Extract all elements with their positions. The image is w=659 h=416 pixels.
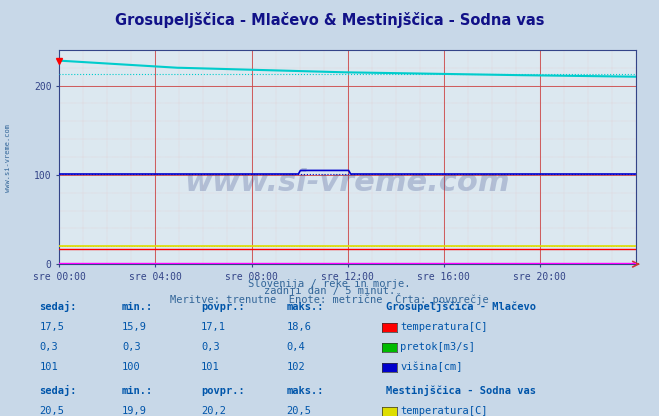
Text: www.si-vreme.com: www.si-vreme.com [5,124,11,192]
Text: 0,3: 0,3 [201,342,219,352]
Text: 0,4: 0,4 [287,342,305,352]
Text: 15,9: 15,9 [122,322,147,332]
Text: min.:: min.: [122,386,153,396]
Text: 17,1: 17,1 [201,322,226,332]
Text: zadnji dan / 5 minut.: zadnji dan / 5 minut. [264,286,395,296]
Text: temperatura[C]: temperatura[C] [400,322,488,332]
Text: Meritve: trenutne  Enote: metrične  Črta: povprečje: Meritve: trenutne Enote: metrične Črta: … [170,293,489,305]
Text: 0,3: 0,3 [122,342,140,352]
Text: 102: 102 [287,362,305,372]
Text: min.:: min.: [122,302,153,312]
Text: 101: 101 [201,362,219,372]
Text: sedaj:: sedaj: [40,385,77,396]
Text: 100: 100 [122,362,140,372]
Text: 20,5: 20,5 [287,406,312,416]
Text: 19,9: 19,9 [122,406,147,416]
Text: 20,2: 20,2 [201,406,226,416]
Text: Slovenija / reke in morje.: Slovenija / reke in morje. [248,279,411,289]
Text: 18,6: 18,6 [287,322,312,332]
Text: maks.:: maks.: [287,302,324,312]
Text: Mestinjščica - Sodna vas: Mestinjščica - Sodna vas [386,385,536,396]
Text: 17,5: 17,5 [40,322,65,332]
Text: Grosupeljščica - Mlačevo: Grosupeljščica - Mlačevo [386,301,536,312]
Text: višina[cm]: višina[cm] [400,362,463,372]
Text: 0,3: 0,3 [40,342,58,352]
Text: Grosupeljščica - Mlačevo & Mestinjščica - Sodna vas: Grosupeljščica - Mlačevo & Mestinjščica … [115,12,544,28]
Text: 101: 101 [40,362,58,372]
Text: 20,5: 20,5 [40,406,65,416]
Text: povpr.:: povpr.: [201,302,244,312]
Text: temperatura[C]: temperatura[C] [400,406,488,416]
Text: pretok[m3/s]: pretok[m3/s] [400,342,475,352]
Text: sedaj:: sedaj: [40,301,77,312]
Text: povpr.:: povpr.: [201,386,244,396]
Text: maks.:: maks.: [287,386,324,396]
Text: www.si-vreme.com: www.si-vreme.com [185,168,511,197]
